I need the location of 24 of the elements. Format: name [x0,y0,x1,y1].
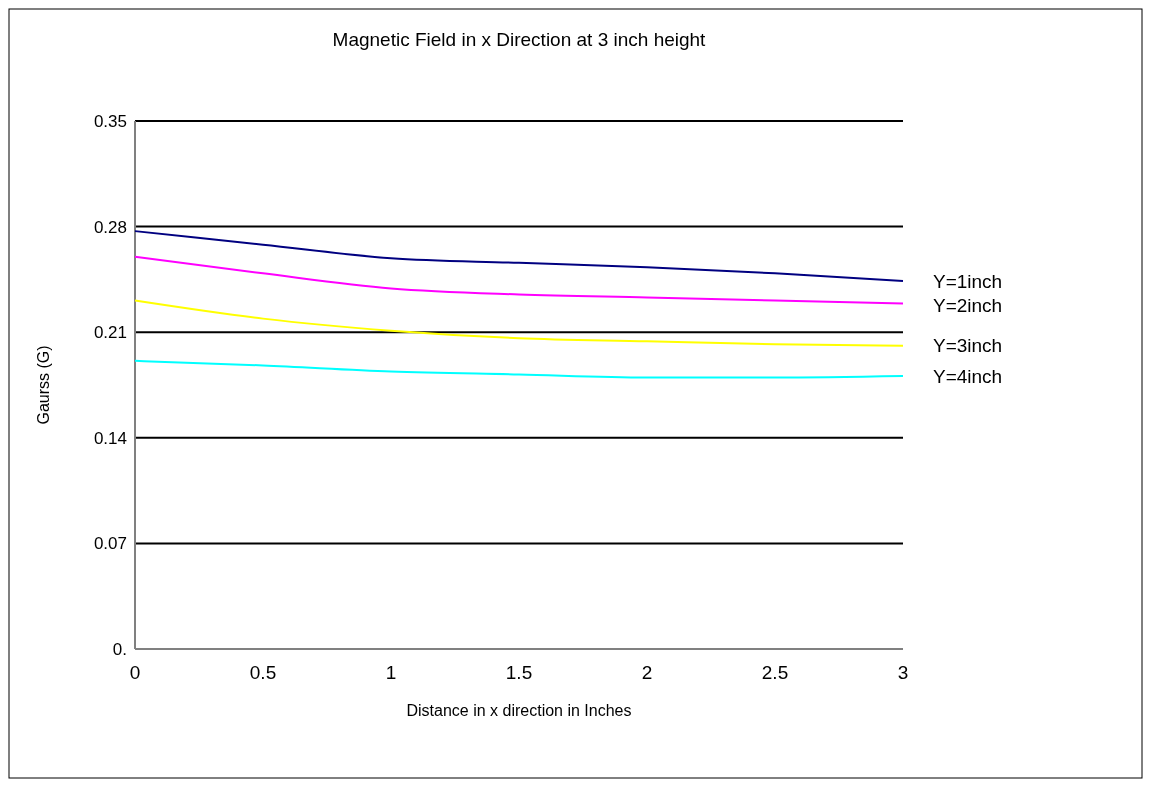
y-tick-label: 0.28 [93,217,127,237]
line-series [134,255,904,305]
line-series [134,230,904,282]
y-tick-label: 0.35 [93,111,127,131]
y-tick-label: 0.07 [93,534,127,554]
series-label: Y=3inch [933,335,1003,357]
series-label: Y=4inch [933,365,1003,387]
series-label: Y=2inch [933,294,1003,316]
y-tick-label: 0.14 [93,428,127,448]
x-tick-label: 2 [641,662,653,683]
y-tick-label: 0. [112,639,127,659]
line-series [134,299,904,347]
x-tick-label: 1.5 [505,662,533,683]
series-label: Y=1inch [933,270,1003,292]
chart-title: Magnetic Field in x Direction at 3 inch height [332,29,707,50]
x-tick-label: 3 [897,662,909,683]
x-axis-title: Distance in x direction in Inches [406,702,632,719]
x-tick-label: 0.5 [249,662,277,683]
x-tick-label: 2.5 [761,662,789,683]
y-axis-title: Gaurss (G) [35,345,52,425]
x-tick-label: 0 [129,662,141,683]
y-tick-label: 0.21 [93,323,127,343]
line-series [134,359,904,379]
x-tick-label: 1 [385,662,397,683]
